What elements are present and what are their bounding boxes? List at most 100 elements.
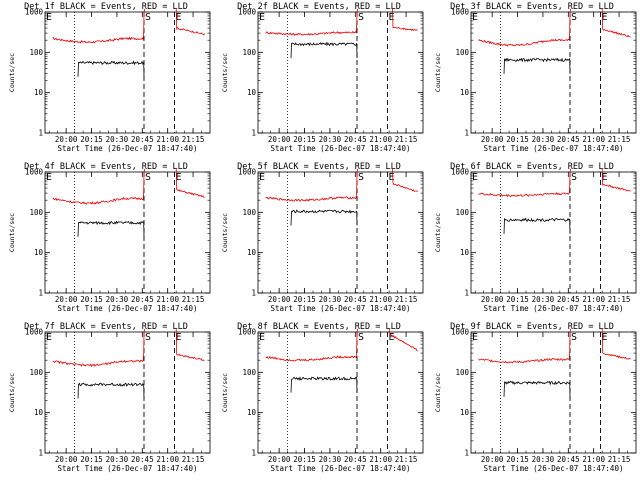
- y-tick-label: 1000: [238, 168, 257, 177]
- y-tick-label: 100: [242, 368, 256, 377]
- x-tick-label: 21:00: [156, 295, 179, 304]
- marker-e: E: [601, 332, 607, 343]
- marker-e-left: E: [46, 332, 52, 343]
- marker-e-left: E: [46, 172, 52, 183]
- chart-title: Det 8f BLACK = Events, RED = LLD: [237, 322, 401, 332]
- y-tick-label: 10: [247, 408, 257, 417]
- lld-after-saa-line: [175, 8, 205, 36]
- chart-title: Det 6f BLACK = Events, RED = LLD: [450, 162, 614, 172]
- x-tick-label: 21:15: [395, 295, 418, 304]
- y-tick-label: 1000: [238, 328, 257, 337]
- lld-after-saa-line: [392, 168, 418, 193]
- x-tick-label: 21:15: [395, 135, 418, 144]
- marker-s: S: [145, 12, 151, 23]
- x-tick-label: 21:00: [582, 295, 605, 304]
- detector-chart: Det 1f BLACK = Events, RED = LLD 1 10 100 10…: [8, 2, 211, 153]
- y-tick-label: 1: [464, 289, 469, 298]
- y-tick-label: 10: [34, 248, 44, 257]
- y-tick-label: 100: [29, 368, 43, 377]
- x-tick-label: 20:30: [319, 455, 342, 464]
- lld-after-saa-line: [392, 8, 418, 32]
- marker-e: E: [388, 12, 394, 23]
- events-series-line: [290, 376, 358, 393]
- x-tick-label: 20:45: [344, 135, 367, 144]
- marker-s: S: [571, 172, 577, 183]
- x-tick-label: 20:15: [506, 455, 529, 464]
- detector-chart: Det 3f BLACK = Events, RED = LLD 1 10 100 10…: [434, 2, 637, 153]
- chart-title: Det 2f BLACK = Events, RED = LLD: [237, 2, 401, 12]
- x-tick-label: 20:00: [55, 295, 78, 304]
- events-series-line: [77, 60, 145, 77]
- events-series-line: [503, 380, 571, 397]
- y-tick-label: 1: [464, 129, 469, 138]
- plot-frame: [44, 11, 211, 134]
- y-tick-label: 1000: [451, 168, 470, 177]
- chart-title: Det 5f BLACK = Events, RED = LLD: [237, 162, 401, 172]
- y-tick-label: 1000: [25, 168, 44, 177]
- x-tick-label: 20:00: [55, 135, 78, 144]
- plot-frame: [470, 11, 637, 134]
- x-tick-label: 20:45: [344, 295, 367, 304]
- marker-e-left: E: [259, 172, 265, 183]
- y-tick-label: 10: [247, 248, 257, 257]
- chart-title: Det 4f BLACK = Events, RED = LLD: [24, 162, 188, 172]
- detector-chart: Det 2f BLACK = Events, RED = LLD 1 10 100 10…: [221, 2, 424, 153]
- plot-frame: [257, 11, 424, 134]
- lld-series-line: [265, 8, 359, 37]
- marker-e: E: [388, 332, 394, 343]
- x-tick-label: 20:30: [106, 455, 129, 464]
- x-tick-label: 20:00: [268, 455, 291, 464]
- y-tick-label: 10: [247, 88, 257, 97]
- lld-series-line: [478, 168, 572, 198]
- lld-after-saa-line: [175, 328, 205, 362]
- y-tick-label: 100: [242, 48, 256, 57]
- y-tick-label: 100: [29, 48, 43, 57]
- y-tick-label: 10: [460, 408, 470, 417]
- detector-chart: Det 8f BLACK = Events, RED = LLD 1 10 100 10…: [221, 322, 424, 473]
- y-tick-label: 1: [38, 449, 43, 458]
- lld-series-line: [265, 168, 359, 202]
- x-tick-label: 20:30: [106, 135, 129, 144]
- lld-after-saa-line: [601, 168, 631, 192]
- detector-panel: Det 1f BLACK = Events, RED = LLD 1 10 100 10…: [0, 0, 213, 160]
- marker-e: E: [388, 172, 394, 183]
- detector-chart: Det 4f BLACK = Events, RED = LLD 1 10 100 10…: [8, 162, 211, 313]
- marker-s: S: [145, 172, 151, 183]
- x-tick-label: 20:15: [80, 455, 103, 464]
- events-series-line: [503, 217, 571, 234]
- lld-after-saa-line: [175, 168, 205, 199]
- x-tick-label: 20:45: [557, 455, 580, 464]
- x-tick-label: 20:00: [481, 295, 504, 304]
- events-series-line: [503, 57, 571, 74]
- y-axis-label: Counts/sec: [434, 213, 442, 252]
- plot-frame: [470, 331, 637, 454]
- y-tick-label: 1000: [451, 328, 470, 337]
- lld-series-line: [52, 168, 146, 205]
- x-tick-label: 20:00: [268, 295, 291, 304]
- x-axis-label: Start Time (26-Dec-07 18:47:40): [58, 464, 198, 473]
- x-tick-label: 20:45: [557, 135, 580, 144]
- y-tick-label: 1: [251, 289, 256, 298]
- x-tick-label: 20:15: [293, 295, 316, 304]
- lld-series-line: [52, 8, 146, 44]
- x-tick-label: 20:30: [319, 295, 342, 304]
- lld-series-line: [478, 328, 572, 364]
- marker-e-left: E: [46, 12, 52, 23]
- x-tick-label: 20:15: [506, 295, 529, 304]
- x-tick-label: 20:45: [131, 295, 154, 304]
- y-tick-label: 10: [460, 88, 470, 97]
- marker-e: E: [175, 12, 181, 23]
- y-tick-label: 1000: [25, 328, 44, 337]
- x-tick-label: 20:30: [532, 135, 555, 144]
- x-tick-label: 20:15: [293, 135, 316, 144]
- x-tick-label: 20:00: [481, 135, 504, 144]
- marker-s: S: [358, 12, 364, 23]
- x-tick-label: 20:45: [131, 135, 154, 144]
- x-tick-label: 21:15: [182, 455, 205, 464]
- marker-s: S: [571, 12, 577, 23]
- marker-e: E: [175, 332, 181, 343]
- y-axis-label: Counts/sec: [8, 53, 16, 92]
- x-tick-label: 21:15: [182, 295, 205, 304]
- detector-panel: Det 9f BLACK = Events, RED = LLD 1 10 100 10…: [426, 320, 639, 480]
- lld-after-saa-line: [388, 328, 418, 352]
